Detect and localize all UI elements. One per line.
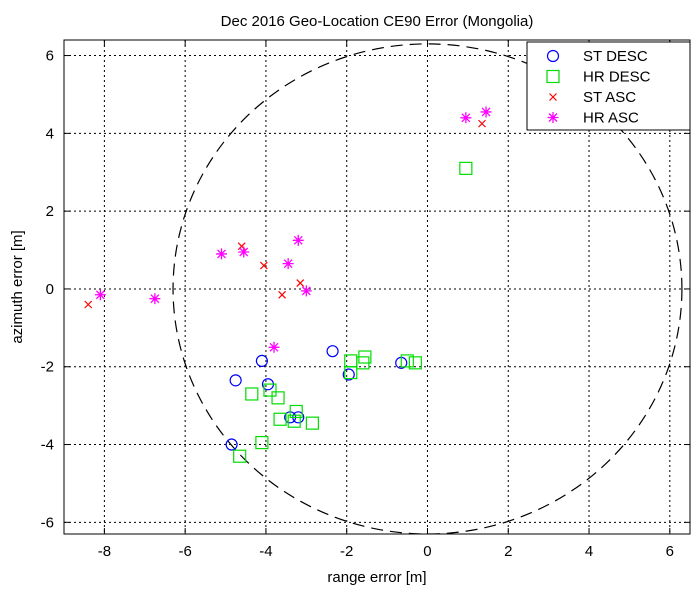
- hr-desc-point: [408, 356, 422, 370]
- grid: [64, 40, 690, 534]
- x-tick-label: -2: [340, 543, 353, 560]
- hr-desc-point: [459, 161, 473, 175]
- hr-asc-point: [282, 258, 294, 270]
- y-tick-label: 0: [46, 281, 54, 298]
- hr-asc-point: [216, 248, 228, 260]
- y-axis-label: azimuth error [m]: [9, 230, 26, 343]
- hr-desc-point: [287, 414, 301, 428]
- y-tick-label: 6: [46, 48, 54, 65]
- st-asc-point: [296, 279, 305, 288]
- hr-desc-point: [263, 383, 277, 397]
- x-tick-label: -8: [98, 543, 111, 560]
- data-points-layer: [84, 106, 492, 463]
- st-asc-point: [259, 261, 268, 270]
- hr-desc-point: [358, 350, 372, 364]
- hr-asc-point: [480, 106, 492, 118]
- y-tick-label: -2: [41, 359, 54, 376]
- hr-asc-point: [238, 246, 250, 258]
- chart-title: Dec 2016 Geo-Location CE90 Error (Mongol…: [221, 13, 534, 30]
- hr-asc-point: [268, 341, 280, 353]
- hr-desc-point: [245, 387, 259, 401]
- ce90-circle: [172, 43, 683, 534]
- legend-label-hr-asc: HR ASC: [583, 110, 639, 127]
- axes-frame: [63, 39, 691, 535]
- hr-asc-point: [149, 293, 161, 305]
- x-tick-label: -4: [259, 543, 272, 560]
- y-tick-label: -4: [41, 437, 54, 454]
- legend-marker-st-desc: [546, 49, 560, 63]
- st-desc-point: [229, 374, 242, 387]
- st-desc-point: [225, 438, 238, 451]
- hr-desc-point: [400, 354, 414, 368]
- hr-desc-point: [271, 391, 285, 405]
- hr-desc-point: [289, 404, 303, 419]
- hr-asc-point: [292, 234, 304, 246]
- legend-marker-hr-desc: [546, 69, 560, 84]
- hr-asc-point: [94, 289, 106, 301]
- x-tick-label: 4: [585, 543, 593, 560]
- y-tick-label: 4: [46, 125, 54, 142]
- legend-label-hr-desc: HR DESC: [583, 69, 651, 86]
- st-desc-point: [326, 345, 339, 358]
- y-tick-label: 2: [46, 203, 54, 220]
- x-tick-label: -6: [178, 543, 191, 560]
- legend-box: [526, 41, 691, 131]
- hr-desc-point: [233, 449, 247, 463]
- x-tick-label: 0: [423, 543, 431, 560]
- hr-desc-point: [273, 412, 287, 426]
- y-tick-label: -6: [41, 514, 54, 531]
- st-desc-point: [342, 368, 355, 381]
- legend-marker-hr-asc: [547, 112, 559, 123]
- st-asc-point: [478, 119, 486, 128]
- hr-desc-point: [344, 365, 358, 380]
- x-axis-label: range error [m]: [327, 569, 426, 586]
- ce90-circle-layer: [172, 43, 683, 534]
- legend: ST DESC HR DESC ST ASC HR ASC: [526, 41, 691, 131]
- legend-label-st-desc: ST DESC: [583, 48, 648, 65]
- hr-desc-point: [305, 416, 319, 430]
- hr-desc-point: [255, 435, 269, 450]
- st-asc-point: [84, 300, 93, 309]
- x-tick-label: 6: [666, 543, 674, 560]
- hr-asc-point: [300, 285, 312, 297]
- hr-asc-point: [460, 112, 472, 124]
- st-asc-point: [278, 290, 287, 299]
- st-desc-point: [255, 354, 268, 368]
- axis-ticks: -8 -6 -4 -2 0 2 4 6 -6 -4 -2 0 2 4 6: [41, 40, 690, 560]
- legend-label-st-asc: ST ASC: [583, 89, 636, 106]
- x-tick-label: 2: [504, 543, 512, 560]
- legend-marker-st-asc: [549, 93, 557, 101]
